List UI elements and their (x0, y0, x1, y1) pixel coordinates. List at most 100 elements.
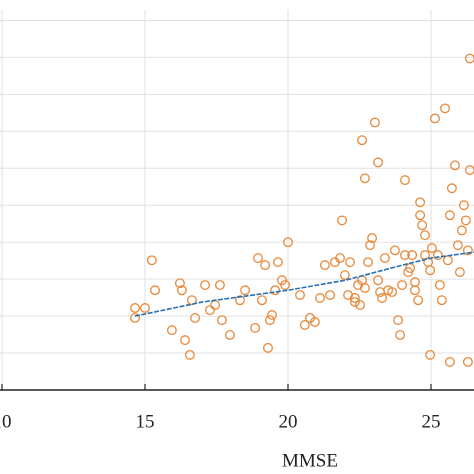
point (395, 329, 406, 340)
trend-line (134, 251, 474, 317)
point (339, 270, 350, 281)
point (393, 315, 404, 326)
point (186, 295, 197, 306)
point (184, 349, 195, 360)
point (432, 250, 443, 261)
point (464, 165, 474, 176)
point (444, 356, 455, 367)
point (357, 135, 368, 146)
point (363, 257, 374, 268)
point (273, 257, 283, 268)
point (373, 275, 384, 286)
point (337, 215, 348, 226)
point (349, 293, 360, 303)
point (335, 253, 346, 264)
point (377, 293, 388, 303)
point (359, 283, 370, 293)
point (460, 215, 471, 226)
x-tick-label: 15 (136, 411, 155, 432)
point (436, 295, 447, 306)
point (420, 230, 430, 241)
point (190, 312, 201, 323)
point (450, 160, 460, 171)
point (444, 210, 455, 221)
point (410, 277, 420, 288)
point (359, 173, 370, 184)
point (380, 253, 390, 264)
point (464, 53, 474, 64)
point (299, 320, 310, 330)
point (365, 240, 376, 251)
point (265, 315, 275, 326)
point (367, 233, 378, 244)
point (270, 285, 281, 296)
point (283, 237, 293, 248)
point (174, 278, 185, 289)
point (373, 157, 384, 168)
point (462, 245, 473, 256)
point (260, 260, 271, 271)
x-tick-label: 25 (422, 411, 441, 432)
point (345, 257, 356, 268)
point (442, 255, 453, 266)
point (349, 297, 360, 308)
point (325, 290, 335, 300)
point (440, 103, 450, 114)
point (425, 349, 436, 360)
point (295, 290, 305, 300)
point (140, 303, 150, 313)
point (200, 280, 211, 291)
point (263, 342, 273, 353)
point (397, 280, 408, 291)
point (150, 285, 160, 296)
point (407, 250, 418, 261)
point (216, 315, 227, 326)
point (434, 280, 445, 291)
point (390, 245, 400, 256)
point (400, 250, 410, 261)
point (130, 312, 140, 323)
point (180, 335, 190, 346)
point (456, 225, 467, 236)
point (410, 285, 420, 296)
x-axis-label: MMSE (282, 450, 338, 471)
point (240, 285, 251, 296)
point (130, 303, 140, 313)
point (415, 197, 426, 208)
point (309, 317, 320, 327)
point (235, 295, 245, 306)
point (204, 305, 215, 316)
point (166, 325, 177, 336)
point (355, 300, 366, 310)
point (462, 356, 473, 367)
point (452, 240, 463, 251)
point (413, 295, 424, 306)
point (375, 287, 386, 298)
point (250, 322, 261, 333)
point (315, 293, 325, 303)
x-tick-label: 20 (279, 411, 298, 432)
point (369, 117, 380, 128)
point (430, 113, 440, 124)
point (253, 253, 263, 264)
x-tick-label: 10 (0, 411, 12, 432)
point (257, 295, 267, 306)
point (267, 310, 277, 320)
point (454, 267, 465, 278)
point (387, 287, 398, 298)
point (417, 220, 428, 231)
point (319, 260, 330, 271)
point (425, 265, 436, 276)
point (210, 300, 221, 310)
point (415, 210, 426, 221)
point (280, 280, 291, 291)
point (176, 285, 187, 296)
point (446, 183, 457, 194)
point (224, 329, 235, 340)
point (400, 175, 410, 186)
point (146, 255, 157, 266)
point (458, 200, 469, 211)
point (214, 280, 225, 291)
